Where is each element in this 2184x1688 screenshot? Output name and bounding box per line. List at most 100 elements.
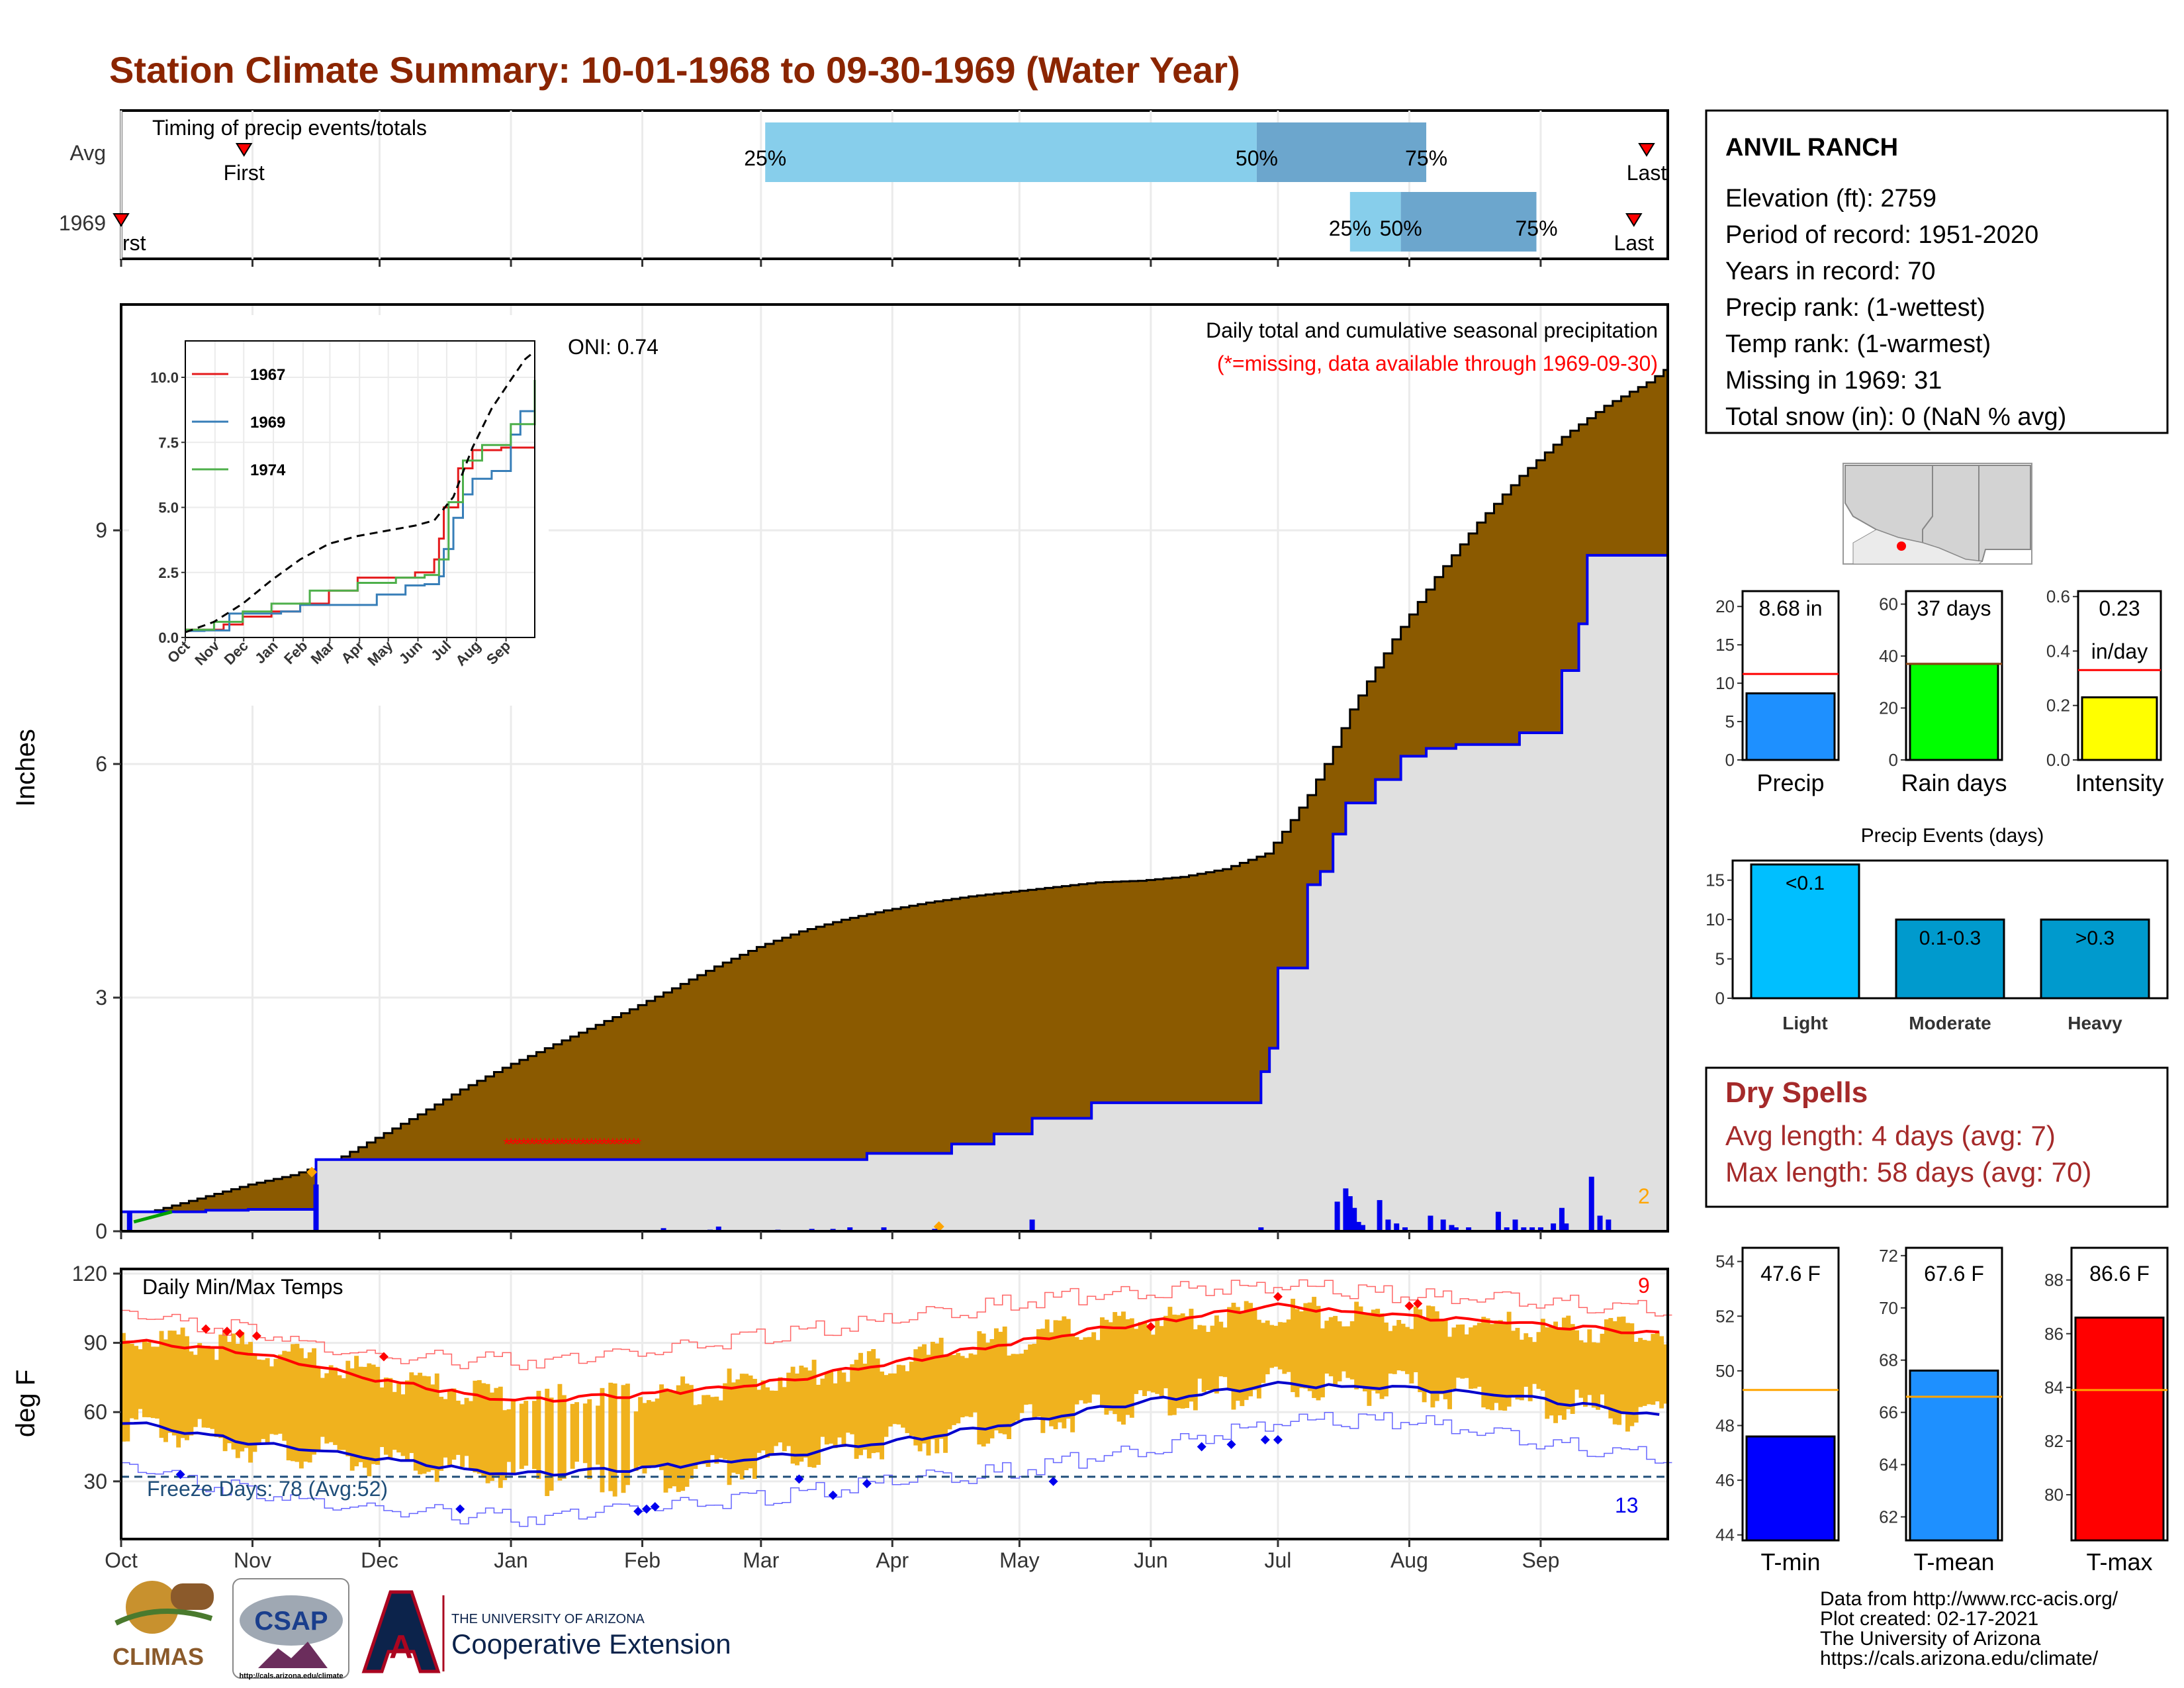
daily-temp-range-bar bbox=[1028, 1344, 1033, 1405]
station-line-period: Period of record: 1951-2020 bbox=[1725, 221, 2038, 249]
first-event-marker bbox=[235, 143, 253, 157]
daily-temp-range-bar bbox=[807, 1370, 813, 1468]
daily-temp-range-bar bbox=[896, 1364, 901, 1425]
daily-temp-range-bar bbox=[240, 1332, 245, 1452]
daily-precip-bar bbox=[1440, 1219, 1446, 1231]
month-tick-label: Jul bbox=[1264, 1548, 1291, 1572]
daily-temp-range-bar bbox=[1477, 1323, 1482, 1387]
events-bar-label: >0.3 bbox=[2075, 927, 2115, 949]
missing-data-marker: * bbox=[559, 1135, 565, 1154]
daily-temp-range-bar bbox=[680, 1376, 686, 1491]
temp-y-label: deg F bbox=[11, 1370, 40, 1437]
missing-data-marker: * bbox=[546, 1135, 553, 1154]
daily-temp-range-bar bbox=[1608, 1318, 1614, 1419]
daily-temp-range-bar bbox=[1100, 1317, 1105, 1406]
inset-grid bbox=[185, 341, 535, 638]
record-low-marker bbox=[1048, 1476, 1058, 1486]
missing-data-marker: * bbox=[541, 1135, 548, 1154]
daily-temp-range-bar bbox=[1074, 1336, 1079, 1405]
station-line-missing: Missing in 1969: 31 bbox=[1725, 367, 1942, 395]
record-high-marker bbox=[222, 1327, 232, 1336]
small-bar-tick-label: 0 bbox=[1889, 750, 1898, 770]
missing-data-marker: * bbox=[596, 1135, 603, 1154]
daily-precip-bar bbox=[1385, 1219, 1391, 1231]
inset-line-1974 bbox=[185, 379, 536, 631]
daily-temp-range-bar bbox=[1578, 1340, 1584, 1398]
daily-temp-range-bar bbox=[388, 1378, 393, 1460]
daily-temp-range-bar bbox=[1443, 1319, 1448, 1399]
daily-temp-range-bar bbox=[125, 1340, 130, 1442]
events-bar-label: 0.1-0.3 bbox=[1919, 927, 1981, 949]
events-category-label: Moderate bbox=[1909, 1013, 1991, 1033]
daily-temp-range-bar bbox=[371, 1364, 376, 1464]
daily-temp-range-bar bbox=[349, 1368, 355, 1471]
dry-spells-title: Dry Spells bbox=[1725, 1076, 1868, 1109]
small-bar-tick-label: 10 bbox=[1715, 673, 1735, 693]
small-bar-tick-label: 5 bbox=[1725, 712, 1735, 731]
footer-line-data: Data from http://www.rcc-acis.org/ bbox=[1820, 1588, 2118, 1610]
daily-temp-range-bar bbox=[1210, 1325, 1215, 1392]
ua-block-a bbox=[361, 1590, 441, 1673]
timing-percent-label: 50% bbox=[1236, 146, 1278, 170]
daily-precip-bar bbox=[1559, 1207, 1565, 1231]
daily-temp-range-bar bbox=[244, 1344, 249, 1448]
daily-temp-range-bar bbox=[1426, 1305, 1431, 1392]
daily-temp-range-bar bbox=[464, 1397, 469, 1456]
temp-bar-tick-label: 84 bbox=[2044, 1378, 2064, 1397]
daily-temp-range-bar bbox=[561, 1395, 567, 1479]
daily-temp-range-bar bbox=[375, 1366, 381, 1465]
daily-temp-range-bar bbox=[1527, 1336, 1533, 1401]
daily-temp-range-bar bbox=[532, 1401, 537, 1470]
csap-text: CSAP bbox=[254, 1607, 328, 1636]
daily-temp-range-bar bbox=[1646, 1340, 1651, 1405]
daily-temp-range-bar bbox=[511, 1399, 516, 1474]
daily-temp-range-bar bbox=[256, 1359, 261, 1445]
daily-precip-bar bbox=[847, 1227, 853, 1231]
timing-percent-label: 50% bbox=[1380, 216, 1422, 240]
temp-bar-value bbox=[2074, 1316, 2165, 1542]
daily-precip-bar bbox=[1377, 1199, 1383, 1231]
daily-temp-range-bar bbox=[748, 1375, 753, 1469]
ua-small-text: THE UNIVERSITY OF ARIZONA bbox=[451, 1612, 645, 1626]
daily-temp-range-bar bbox=[536, 1391, 541, 1479]
daily-temp-range-bar bbox=[201, 1348, 206, 1428]
daily-temp-range-bar bbox=[909, 1362, 914, 1436]
daily-temp-range-bar bbox=[307, 1352, 312, 1463]
daily-temp-range-bar bbox=[1295, 1309, 1300, 1397]
daily-temp-range-bar bbox=[1439, 1320, 1444, 1395]
daily-temp-range-bar bbox=[261, 1360, 266, 1439]
daily-temp-range-bar bbox=[1256, 1319, 1261, 1399]
small-bar-tick-label: 0.0 bbox=[2046, 750, 2070, 770]
daily-temp-range-bar bbox=[383, 1378, 388, 1455]
daily-temp-range-bar bbox=[1015, 1354, 1020, 1421]
daily-temp-range-bar bbox=[1519, 1339, 1524, 1401]
daily-temp-range-bar bbox=[1502, 1323, 1508, 1411]
daily-temp-range-bar bbox=[439, 1397, 444, 1471]
legend-label-1974: 1974 bbox=[250, 461, 286, 479]
dry-spells-avg: Avg length: 4 days (avg: 7) bbox=[1725, 1120, 2056, 1151]
daily-temp-range-bar bbox=[490, 1392, 494, 1481]
precip-events-chart: Precip Events (days) 0 5 10 15 <0.1 Light 0.1-… bbox=[1706, 825, 2169, 1033]
temp-bar-tick-label: 48 bbox=[1715, 1416, 1735, 1436]
station-name: ANVIL RANCH bbox=[1725, 134, 1898, 162]
daily-temp-range-bar bbox=[862, 1364, 868, 1450]
timing-panel: 25% 50% 75% First Last 25% 50% 75% rst Last Timin… bbox=[59, 109, 1669, 260]
station-info-frame bbox=[1705, 109, 2169, 434]
precip-event-diamond bbox=[306, 1166, 318, 1178]
small-bar-tick-label: 0.4 bbox=[2046, 641, 2070, 661]
missing-data-marker: * bbox=[601, 1135, 608, 1154]
daily-temp-range-bar bbox=[943, 1354, 948, 1453]
dry-spells-box: Dry Spells Avg length: 4 days (avg: 7) M… bbox=[1705, 1066, 2169, 1208]
precip-y-axis: 0 3 6 9 bbox=[95, 518, 121, 1243]
daily-temp-range-bar bbox=[206, 1346, 210, 1428]
daily-temp-range-bar bbox=[1155, 1319, 1160, 1394]
daily-temp-range-bar bbox=[922, 1344, 927, 1444]
last-event-marker bbox=[1638, 143, 1655, 157]
daily-temp-range-bar bbox=[880, 1371, 884, 1460]
daily-temp-range-bar bbox=[774, 1390, 778, 1446]
daily-precip-bar bbox=[1563, 1223, 1569, 1231]
daily-temp-range-bar bbox=[197, 1342, 203, 1419]
daily-temp-range-bar bbox=[303, 1358, 308, 1462]
average-min-line bbox=[120, 1381, 1660, 1477]
